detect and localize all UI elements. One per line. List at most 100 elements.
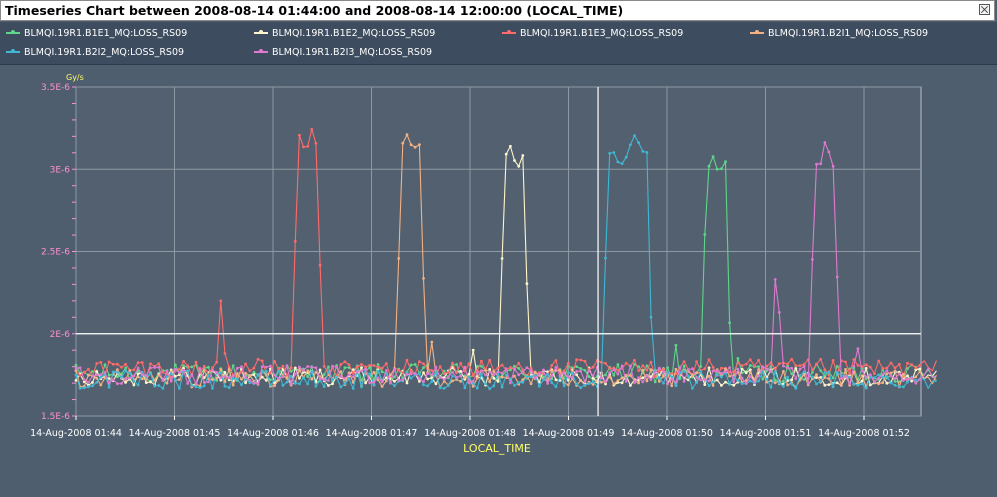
x-tick-label: 14-Aug-2008 01:46: [227, 428, 319, 439]
series-point: [715, 378, 719, 382]
series-point: [509, 366, 512, 369]
series-point: [819, 369, 823, 372]
series-point: [331, 382, 334, 386]
series-point: [591, 380, 595, 384]
series-point: [401, 371, 405, 375]
series-point: [823, 368, 827, 372]
series-point: [686, 368, 690, 372]
series-point: [550, 374, 554, 378]
series-point: [314, 384, 318, 388]
series-point: [521, 378, 525, 381]
series-point: [835, 370, 839, 374]
series-point: [120, 382, 123, 385]
series-point: [769, 385, 773, 389]
series-point: [587, 375, 591, 378]
series-point: [562, 369, 566, 373]
series-point: [306, 145, 310, 148]
series-point: [459, 370, 463, 373]
series-point: [401, 141, 405, 145]
series-point: [852, 382, 856, 386]
series-point: [306, 365, 310, 368]
series-point: [87, 381, 90, 384]
series-point: [624, 373, 628, 377]
series-point: [629, 374, 632, 377]
series-point: [248, 378, 252, 382]
series-point: [480, 369, 483, 373]
series-point: [438, 376, 442, 379]
series-point: [78, 374, 82, 377]
series-point: [173, 375, 177, 378]
legend-item-b2i3[interactable]: BLMQI.19R1.B2I3_MQ:LOSS_RS09: [254, 45, 432, 59]
legend-item-b1e1[interactable]: BLMQI.19R1.B1E1_MQ:LOSS_RS09: [6, 26, 187, 40]
series-point: [285, 376, 289, 380]
series-point: [782, 364, 785, 368]
crosshair-lines: [76, 87, 921, 416]
series-point: [219, 371, 223, 375]
series-point: [864, 363, 868, 367]
series-point: [604, 256, 607, 260]
series-point: [616, 381, 620, 384]
series-point: [893, 377, 897, 380]
series-point: [848, 372, 851, 375]
legend-label-b1e1: BLMQI.19R1.B1E1_MQ:LOSS_RS09: [24, 27, 188, 39]
series-point: [451, 374, 454, 378]
series-point: [666, 366, 669, 370]
series-point: [103, 371, 107, 374]
series-point: [277, 370, 281, 373]
series-point: [368, 364, 372, 367]
series-point: [467, 372, 471, 376]
x-tick-label: 14-Aug-2008 01:49: [523, 428, 615, 439]
legend-item-b2i1[interactable]: BLMQI.19R1.B2I1_MQ:LOSS_RS09: [750, 26, 928, 40]
series-point: [724, 160, 727, 164]
series-point: [860, 382, 864, 386]
series-point: [351, 387, 355, 390]
series-point: [190, 373, 194, 376]
legend-item-b1e2[interactable]: BLMQI.19R1.B1E2_MQ:LOSS_RS09: [254, 26, 435, 40]
series-point: [736, 379, 740, 382]
series-point: [525, 282, 529, 286]
series-point: [566, 378, 570, 382]
close-icon[interactable]: [979, 4, 990, 15]
x-tick-label: 14-Aug-2008 01:47: [326, 428, 418, 439]
series-point: [368, 381, 372, 385]
series-point: [306, 369, 310, 373]
series-point: [608, 152, 612, 155]
series-point: [877, 376, 880, 380]
series-point: [794, 377, 798, 380]
series-point: [889, 381, 893, 385]
series-point: [372, 383, 376, 387]
series-point: [848, 375, 851, 379]
series-point: [670, 375, 674, 378]
series-point: [877, 382, 880, 386]
series-point: [815, 382, 818, 386]
series-point: [87, 367, 90, 371]
series-point: [248, 381, 252, 384]
series-point: [691, 374, 694, 377]
legend-item-b2i2[interactable]: BLMQI.19R1.B2I2_MQ:LOSS_RS09: [6, 45, 184, 59]
series-point: [273, 384, 276, 387]
series-point: [521, 370, 525, 374]
series-point: [769, 379, 773, 383]
series-point: [889, 361, 893, 365]
y-tick-label: 2E-6: [50, 330, 71, 340]
series-point: [620, 364, 624, 368]
series-point: [715, 372, 719, 376]
legend-item-b1e3[interactable]: BLMQI.19R1.B1E3_MQ:LOSS_RS09: [502, 26, 683, 40]
series-point: [724, 367, 727, 371]
series-point: [641, 376, 645, 380]
series-point: [715, 369, 719, 373]
series-point: [227, 368, 231, 371]
series-point: [591, 365, 595, 369]
series-point: [211, 386, 214, 390]
series-point: [583, 368, 587, 372]
series-point: [186, 369, 190, 373]
series-point: [463, 386, 467, 390]
series-point: [633, 381, 636, 385]
series-point: [393, 368, 396, 371]
series-point: [914, 381, 918, 385]
series-point: [227, 386, 231, 389]
series-point: [773, 370, 777, 374]
series-point: [790, 357, 794, 361]
series-point: [322, 365, 326, 368]
